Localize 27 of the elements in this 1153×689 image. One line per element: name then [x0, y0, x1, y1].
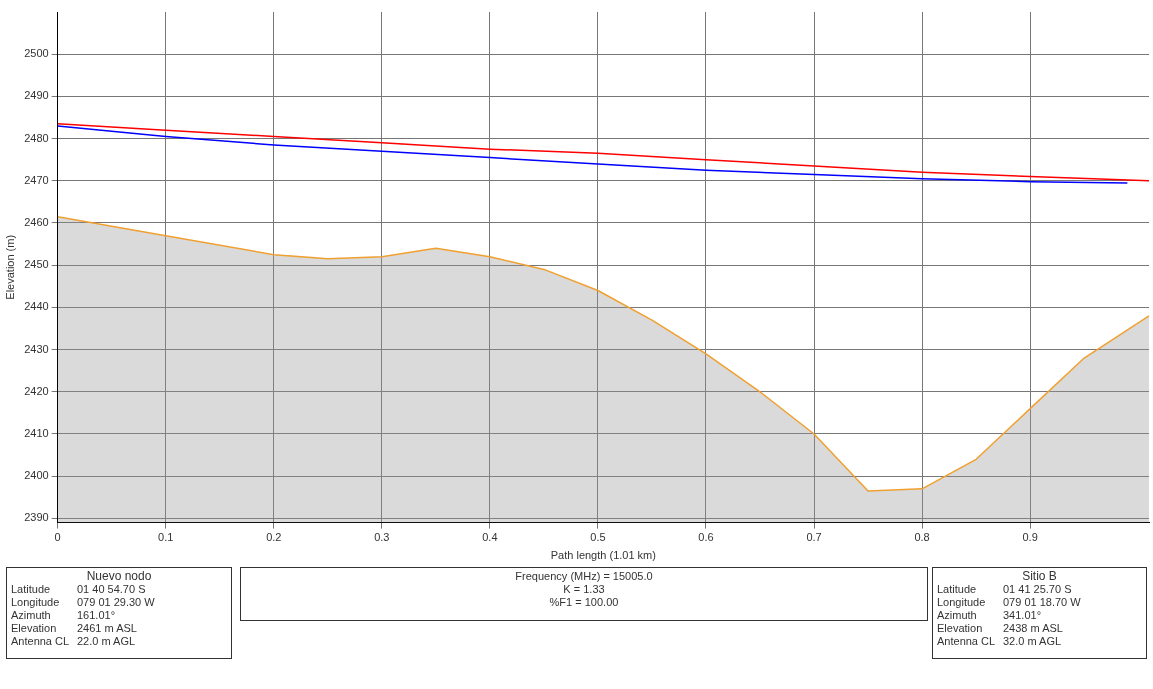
- y-tick-label: 2480: [24, 131, 49, 144]
- x-axis-title: Path length (1.01 km): [550, 549, 656, 562]
- y-tick-label: 2470: [24, 173, 49, 186]
- x-tick-label: 0: [54, 531, 61, 544]
- y-tick-label: 2450: [24, 258, 49, 271]
- y-tick-label: 2460: [24, 216, 49, 229]
- y-tick-label: 2390: [24, 511, 49, 524]
- x-tick-label: 0.6: [698, 531, 714, 544]
- y-tick-label: 2500: [24, 47, 49, 60]
- y-tick-label: 2420: [24, 384, 49, 397]
- x-tick-label: 0.4: [482, 531, 498, 544]
- y-tick-label: 2430: [24, 342, 49, 355]
- y-tick-label: 2410: [24, 427, 49, 440]
- x-tick-label: 0.3: [374, 531, 390, 544]
- text: Sitio B Latitude 01 41 25.70 S Longitude 079 01 18.70 W Azimuth 341.01° Elevation 2438 m ASL Antenna CL 32.0 m AGL: [937, 569, 1081, 647]
- x-tick-label: 0.7: [806, 531, 822, 544]
- x-tick-label: 0.9: [1022, 531, 1038, 544]
- x-tick-label: 0.1: [158, 531, 174, 544]
- x-tick-label: 0.8: [914, 531, 930, 544]
- y-tick-label: 2490: [24, 89, 49, 102]
- y-axis-title: Elevation (m): [3, 234, 16, 300]
- x-tick-label: 0.2: [266, 531, 282, 544]
- text: Nuevo nodo Latitude 01 40 54.70 S Longitude 079 01 29.30 W Azimuth 161.01° Elevation 2461 m ASL Antenna CL 22.0 m AGL: [11, 569, 155, 647]
- y-tick-label: 2400: [24, 469, 49, 482]
- x-tick-label: 0.5: [590, 531, 606, 544]
- y-tick-label: 2440: [24, 300, 49, 313]
- text: Frequency (MHz) = 15005.0 K = 1.33 %F1 = 100.00: [514, 570, 654, 609]
